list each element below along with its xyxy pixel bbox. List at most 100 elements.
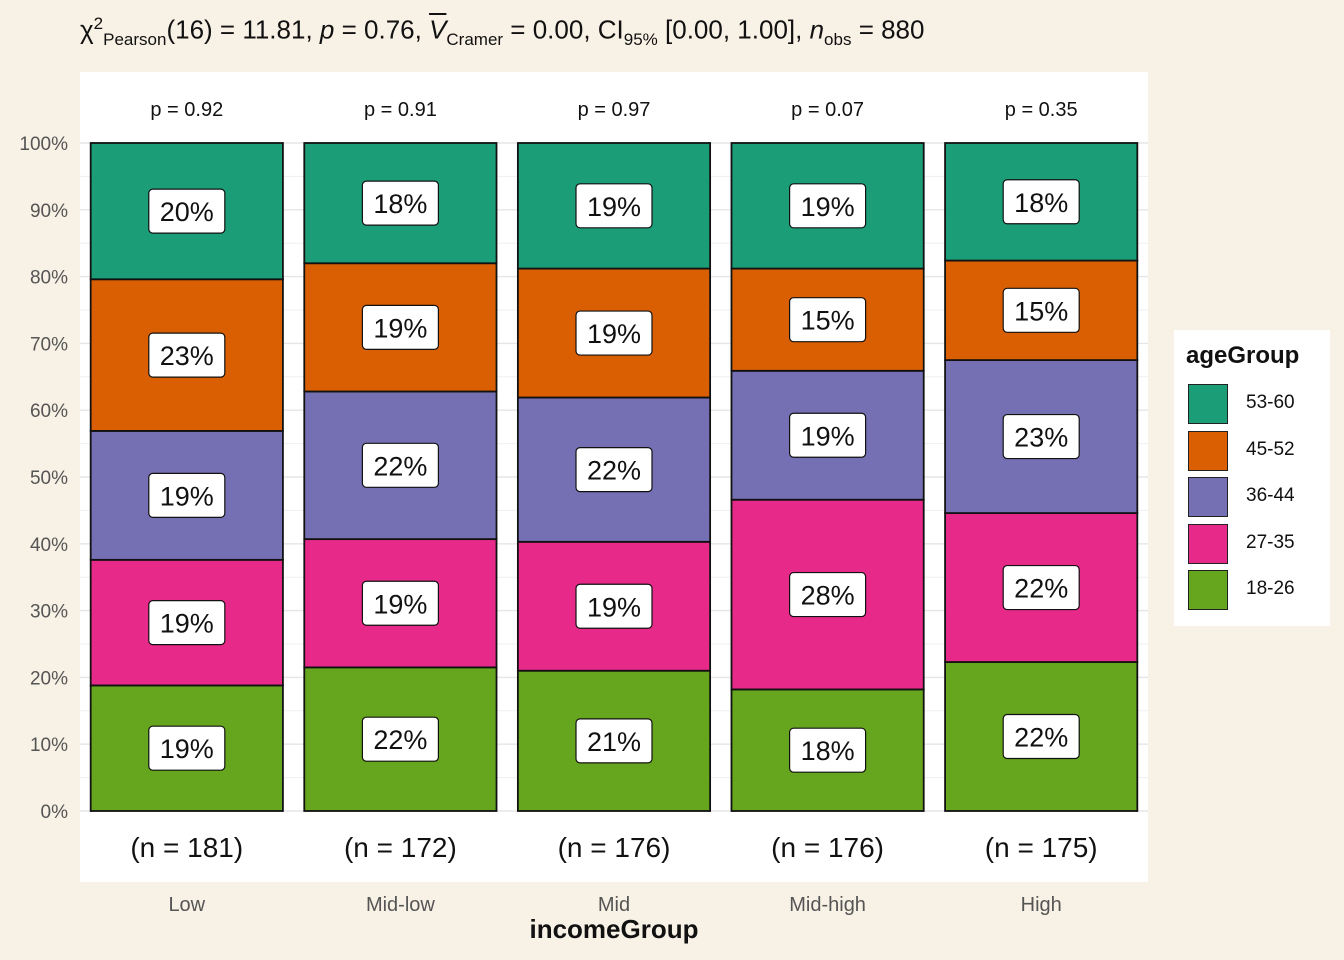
- legend-label: 27-35: [1246, 531, 1295, 553]
- y-tick-label: 40%: [30, 535, 68, 556]
- data-label: 28%: [801, 581, 855, 611]
- p-value-label: p = 0.91: [364, 99, 437, 121]
- data-label-box: [361, 180, 439, 226]
- data-label-box: [148, 472, 226, 518]
- p-value-label: p = 0.92: [150, 99, 223, 121]
- chi-symbol: χ: [80, 14, 94, 45]
- data-label: 22%: [1014, 574, 1068, 604]
- p-value-label: p = 0.97: [578, 99, 651, 121]
- legend-swatch: [1188, 477, 1228, 517]
- n-count-label: (n = 175): [985, 832, 1098, 863]
- data-label-box: [361, 716, 439, 762]
- ci-subscript: 95%: [623, 29, 658, 49]
- y-tick-label: 100%: [19, 134, 68, 155]
- data-label-box: [788, 412, 867, 458]
- y-axis: 0% 10% 20% 30% 40% 50% 60% 70% 80% 90% 100%: [19, 134, 68, 823]
- n-count-label: (n = 176): [558, 832, 671, 863]
- legend-label: 36-44: [1246, 485, 1295, 506]
- legend-item: 45-52: [1188, 427, 1328, 473]
- data-label: 19%: [373, 313, 427, 343]
- n-value: = 880: [851, 14, 925, 45]
- chi-superscript: 2: [93, 14, 104, 33]
- data-label-box: [788, 571, 867, 618]
- legend-label: 18-26: [1246, 578, 1295, 599]
- data-label: 20%: [160, 197, 214, 227]
- chi-value: (16) = 11.81,: [166, 14, 320, 45]
- v-value: = 0.00, CI: [503, 14, 624, 45]
- bar-segment: [516, 540, 712, 672]
- data-label: 23%: [160, 341, 214, 371]
- y-tick-label: 30%: [30, 602, 68, 623]
- data-label: 19%: [587, 192, 641, 222]
- data-label: 19%: [160, 481, 214, 511]
- legend-swatch: [1188, 570, 1228, 610]
- legend-swatch: [1188, 430, 1228, 471]
- legend-item: 27-35: [1188, 520, 1328, 566]
- x-axis-title: incomeGroup: [529, 914, 699, 944]
- data-label-box: [788, 727, 867, 773]
- data-label: 22%: [373, 725, 427, 755]
- data-label-box: [361, 580, 439, 626]
- data-label-box: [148, 332, 226, 378]
- data-label-box: [1002, 179, 1080, 225]
- legend-swatch: [1188, 523, 1228, 564]
- p-value-label: p = 0.35: [1005, 99, 1078, 121]
- data-label: 15%: [801, 306, 855, 336]
- data-label-box: [361, 304, 439, 350]
- data-label-box: [575, 447, 653, 493]
- data-label-box: [575, 310, 653, 356]
- data-label-box: [1002, 713, 1080, 760]
- data-label-box: [575, 583, 653, 629]
- data-label: 19%: [801, 192, 855, 222]
- data-label-box: [788, 183, 867, 229]
- x-tick-label: Mid: [598, 894, 630, 916]
- data-label: 22%: [1014, 723, 1068, 753]
- data-label: 19%: [160, 609, 214, 639]
- data-label: 19%: [373, 589, 427, 619]
- data-label: 18%: [801, 736, 855, 766]
- n-symbol: n: [809, 14, 825, 45]
- legend-title: ageGroup: [1186, 342, 1300, 369]
- data-label-box: [1002, 287, 1080, 333]
- y-tick-label: 20%: [30, 668, 68, 689]
- ci-value: [0.00, 1.00],: [657, 14, 810, 45]
- data-label: 22%: [373, 451, 427, 481]
- y-tick-label: 70%: [30, 334, 68, 355]
- data-label-box: [148, 600, 226, 646]
- legend: ageGroup 53-60 45-52 36-44 27-35 18-26: [1174, 330, 1330, 626]
- y-tick-label: 80%: [30, 268, 68, 289]
- legend-item: 18-26: [1188, 566, 1328, 612]
- chart-subtitle: χ2Pearson(16) = 11.81, p = 0.76, VCramer…: [80, 14, 924, 64]
- x-tick-label: Mid-low: [366, 894, 435, 916]
- data-label-box: [788, 297, 867, 343]
- chi-subscript: Pearson: [103, 29, 167, 49]
- data-label-box: [148, 188, 226, 234]
- data-label: 23%: [1014, 423, 1068, 453]
- data-label: 18%: [373, 189, 427, 219]
- n-count-label: (n = 181): [130, 832, 243, 863]
- data-label-box: [1002, 413, 1080, 460]
- data-label-box: [575, 718, 653, 764]
- x-axis: Low Mid-low Mid Mid-high High: [168, 894, 1061, 916]
- v-subscript: Cramer: [446, 29, 504, 49]
- data-label-box: [361, 442, 439, 488]
- data-label: 22%: [587, 456, 641, 486]
- y-tick-label: 90%: [30, 201, 68, 222]
- n-count-label: (n = 176): [771, 832, 884, 863]
- p-symbol: p: [319, 14, 335, 45]
- legend-item: 36-44: [1188, 473, 1328, 519]
- y-tick-label: 60%: [30, 401, 68, 422]
- x-tick-label: Mid-high: [789, 894, 866, 916]
- y-tick-label: 0%: [41, 802, 69, 823]
- y-tick-label: 10%: [30, 735, 68, 756]
- data-label: 21%: [587, 727, 641, 757]
- data-label-box: [575, 183, 653, 229]
- n-subscript: obs: [824, 29, 852, 49]
- x-tick-label: High: [1021, 894, 1062, 916]
- legend-label: 53-60: [1246, 392, 1295, 413]
- data-label-box: [1002, 564, 1080, 611]
- bar-labels: 19% 19% 19% 23% 20% p = 0.92 (n = 181) 22% 19% 22…: [130, 99, 1097, 863]
- v-symbol: V: [429, 14, 447, 45]
- data-label: 19%: [801, 421, 855, 451]
